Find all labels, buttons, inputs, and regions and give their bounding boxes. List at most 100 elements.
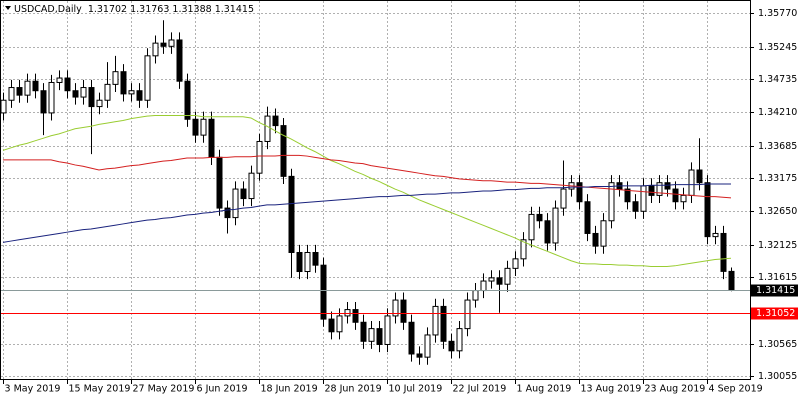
bear-candle [496,277,503,285]
bull-candle [248,172,255,200]
moving-average [2,114,732,267]
bull-candle [112,71,119,85]
bear-candle [160,42,167,47]
bull-candle [504,267,511,285]
bull-candle [24,80,31,96]
bull-candle [392,299,399,317]
bear-candle [120,71,127,95]
x-tick-label: 18 Jun 2019 [261,384,318,395]
header-icon [5,6,11,10]
x-tick-label: 22 Jul 2019 [453,384,507,395]
bull-candle [232,188,239,219]
bull-candle [144,55,151,101]
bull-candle [0,99,7,114]
bear-candle [576,182,583,203]
bear-candle [136,90,143,101]
bull-candle [256,140,263,174]
bull-candle [456,328,463,352]
bull-candle [56,77,63,83]
bull-candle [640,185,647,212]
last-close: 1.31415 [215,4,254,15]
bear-candle [280,125,287,177]
bear-candle [224,207,231,219]
bear-candle [672,188,679,203]
price-label-box [751,284,798,297]
bear-candle [88,87,95,108]
bear-candle [664,182,671,190]
bear-candle [208,118,215,158]
bear-candle [240,188,247,200]
bull-candle [168,39,175,47]
bull-candle [264,115,271,142]
y-tick-label: 1.32125 [758,240,797,251]
bear-candle [720,232,727,272]
x-tick-label: 28 Jun 2019 [325,384,382,395]
bear-candle [40,90,47,114]
bull-candle [472,290,479,301]
bull-candle [520,239,527,260]
bear-candle [216,156,223,209]
bull-candle [480,280,487,292]
y-tick-label: 1.34735 [758,74,797,85]
bear-candle [288,175,295,253]
bear-candle [352,309,359,323]
x-tick-label: 4 Sep 2019 [709,384,763,395]
bull-candle [384,315,391,345]
bear-candle [32,80,39,92]
bull-candle [552,207,559,244]
bear-candle [64,77,71,92]
bear-candle [704,182,711,238]
bull-candle [368,328,375,342]
bear-candle [416,353,423,358]
moving-average [2,183,731,243]
bull-candle [304,251,311,273]
x-tick-label: 1 Aug 2019 [517,384,572,395]
bull-candle [560,188,567,209]
bear-candle [400,299,407,323]
bull-candle [608,182,615,222]
bull-candle [488,277,495,282]
bull-candle [464,299,471,330]
bear-candle [648,185,655,196]
symbol: USDCAD,Daily [14,4,82,15]
bull-candle [600,220,607,247]
y-tick-label: 1.32650 [758,206,797,217]
bear-candle [544,220,551,244]
bear-candle [312,251,319,266]
bull-candle [432,305,439,336]
bear-candle [440,305,447,342]
bull-candle [656,182,663,196]
x-tick-label: 3 May 2019 [5,384,61,395]
bear-candle [184,80,191,120]
bull-candle [48,81,55,114]
bull-candle [424,334,431,358]
bull-candle [96,99,103,108]
bull-candle [80,87,87,98]
bear-candle [72,90,79,98]
price-label: 1.31415 [756,285,795,296]
y-tick-label: 1.30055 [758,371,797,382]
bear-candle [192,118,199,136]
last-open: 1.31702 [88,4,127,15]
level-label-box [751,307,798,320]
y-tick-label: 1.30565 [758,339,797,350]
x-tick-label: 6 Jun 2019 [197,384,248,395]
bull-candle [528,213,535,241]
bull-candle [200,118,207,136]
bear-candle [632,201,639,212]
y-tick-label: 1.35770 [758,8,797,19]
bear-candle [16,87,23,96]
x-tick-label: 13 Aug 2019 [581,384,642,395]
bear-candle [296,251,303,273]
level-label: 1.31052 [756,308,795,319]
plot-frame [0,0,751,380]
bear-candle [328,318,335,333]
bear-candle [408,321,415,355]
last-high: 1.31763 [130,4,169,15]
bear-candle [592,232,599,247]
x-tick-label: 23 Aug 2019 [645,384,706,395]
bear-candle [728,270,735,291]
bull-candle [8,87,15,101]
y-tick-label: 1.33175 [758,173,797,184]
bull-candle [336,315,343,333]
